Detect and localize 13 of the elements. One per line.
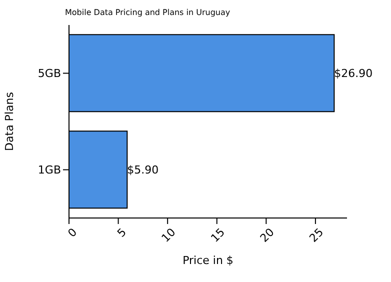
y-tick-label: 5GB <box>38 67 61 80</box>
x-tick-label: 10 <box>159 226 178 245</box>
y-axis-title: Data Plans <box>2 92 16 151</box>
data-label: $26.90 <box>334 67 373 80</box>
x-tick-label: 15 <box>208 226 228 245</box>
x-tick-label: 25 <box>306 226 326 245</box>
data-label: $5.90 <box>127 164 159 177</box>
x-axis-title: Price in $ <box>182 254 234 267</box>
x-tick-label: 5 <box>114 226 129 240</box>
x-tick-label: 0 <box>65 226 80 240</box>
y-tick-label: 1GB <box>38 164 61 177</box>
chart-title: Mobile Data Pricing and Plans in Uruguay <box>65 8 230 17</box>
x-tick-label: 20 <box>258 226 277 245</box>
